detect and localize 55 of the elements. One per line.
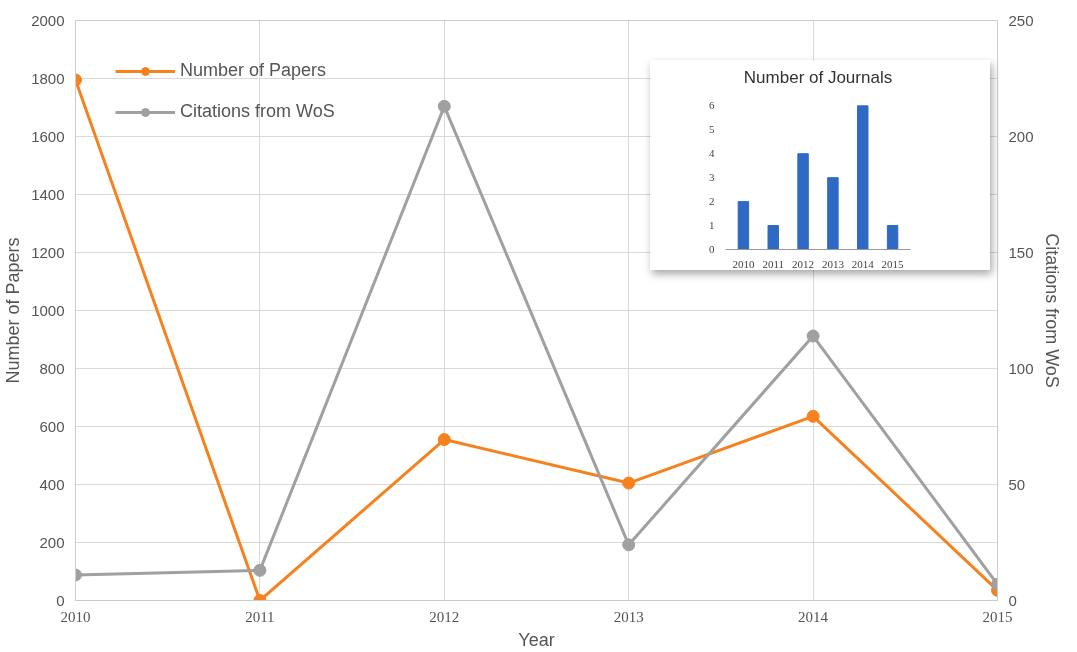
x-axis-title: Year [518,629,555,650]
y-tick-label: 5 [709,123,715,136]
x-tick-label: 2015 [982,608,1013,625]
y-axis-title: Number of Papers [3,237,24,384]
bar [797,153,809,250]
point [806,329,820,343]
y-tick-label: 3 [709,171,715,184]
y2-tick-label: 250 [1008,11,1034,29]
x-tick-label: 2011 [245,608,275,625]
point [253,563,267,577]
y2-tick-label: 150 [1008,243,1034,261]
bar [857,105,869,250]
y-tick-label: 2000 [31,11,65,29]
x-tick-label: 2014 [851,257,875,270]
y2-tick-label: 100 [1008,359,1034,377]
bar [886,225,899,250]
x-tick-label: 2010 [60,608,91,625]
legend-label: Citations from WoS [180,101,335,122]
y-tick-label: 400 [39,475,65,493]
bar [767,225,779,250]
y-tick-label: 1400 [31,185,65,203]
point [437,99,451,113]
y-tick-label: 0 [709,243,715,255]
x-tick-label: 2012 [429,608,460,625]
point [806,409,820,423]
y-tick-label: 800 [39,359,65,377]
y-tick-label: 200 [39,533,65,551]
x-tick-label: 2012 [792,257,815,270]
x-tick-label: 2015 [881,257,905,270]
y-tick-label: 1000 [31,301,65,319]
point [622,538,636,552]
y-tick-label: 4 [709,147,715,160]
x-tick-label: 2011 [762,257,785,270]
y-tick-label: 0 [56,591,65,609]
bar [827,177,839,250]
y-tick-label: 1600 [31,127,65,145]
bar [737,201,750,250]
point [437,433,451,447]
y-tick-label: 600 [39,417,65,435]
y-tick-label: 2 [709,195,715,208]
y2-tick-label: 200 [1008,127,1034,145]
x-tick-label: 2013 [613,608,644,625]
legend-label: Number of Papers [180,60,327,81]
x-tick-label: 2010 [732,257,755,270]
y-tick-label: 1 [709,219,715,232]
chart-title: Number of Journals [743,67,893,87]
y2-tick-label: 0 [1008,591,1017,609]
y-tick-label: 6 [709,99,715,112]
y-tick-label: 1200 [31,243,65,261]
y2-axis-title: Citations from WoS [1041,233,1062,388]
x-tick-label: 2013 [821,257,845,270]
y-tick-label: 1800 [31,69,65,87]
x-tick-label: 2014 [798,608,829,625]
y2-tick-label: 50 [1008,475,1026,493]
point [622,476,636,490]
